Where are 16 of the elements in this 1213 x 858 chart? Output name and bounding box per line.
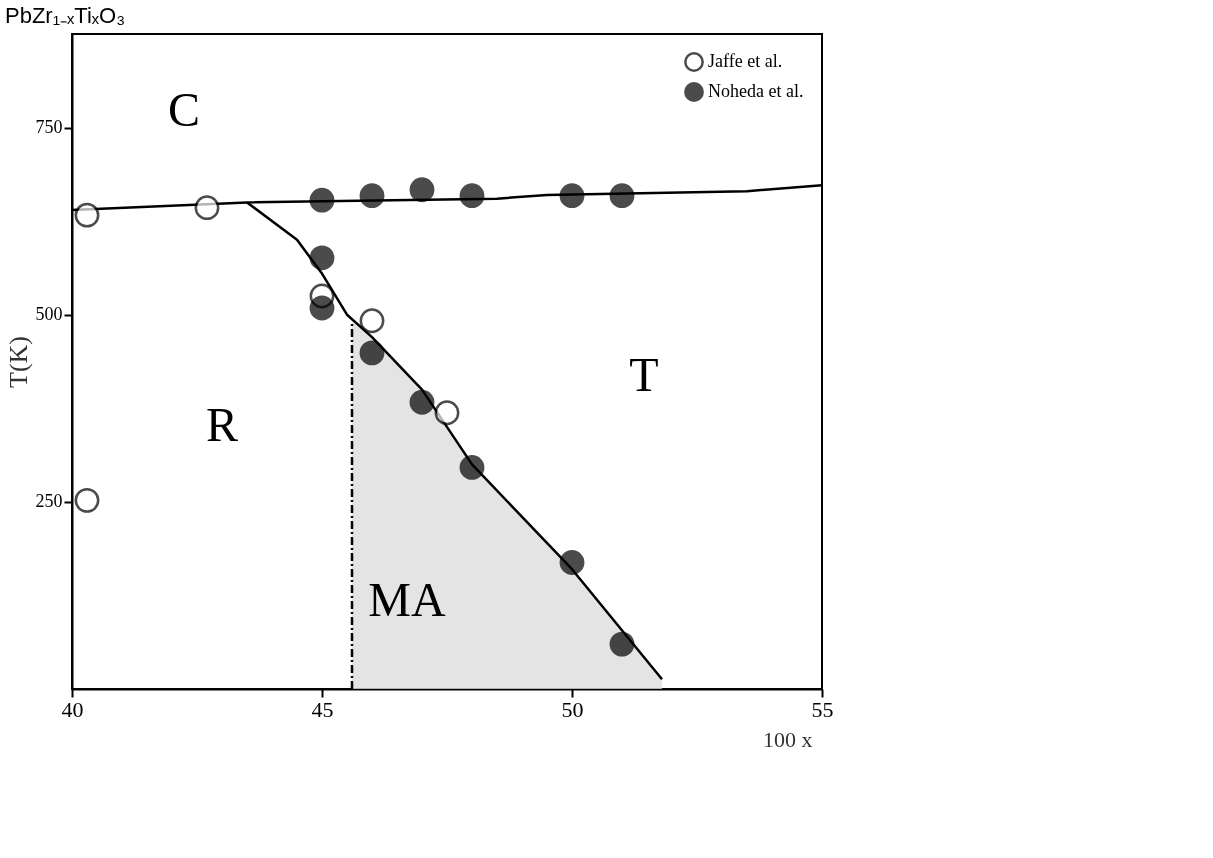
y-tick-label: 750 — [35, 117, 63, 138]
x-tick-label: 45 — [311, 696, 334, 722]
y-tick-label: 250 — [35, 491, 63, 512]
x-axis-title: 100 x — [763, 726, 813, 752]
annotation: MA — [368, 573, 447, 626]
chart-title: PbZr₁₋ₓTiₓO₃ — [5, 3, 126, 28]
legend-label: Noheda et al. — [708, 81, 804, 101]
y-tick-label: 500 — [35, 304, 63, 325]
annotation: T — [629, 348, 659, 401]
x-tick-label: 40 — [61, 696, 84, 722]
annotation: C — [167, 83, 201, 136]
x-tick-label: 50 — [561, 696, 584, 722]
legend-label: Jaffe et al. — [708, 51, 783, 71]
x-tick-label: 55 — [811, 696, 834, 722]
y-axis-title: T(K) — [3, 336, 33, 388]
annotation: R — [205, 398, 239, 451]
